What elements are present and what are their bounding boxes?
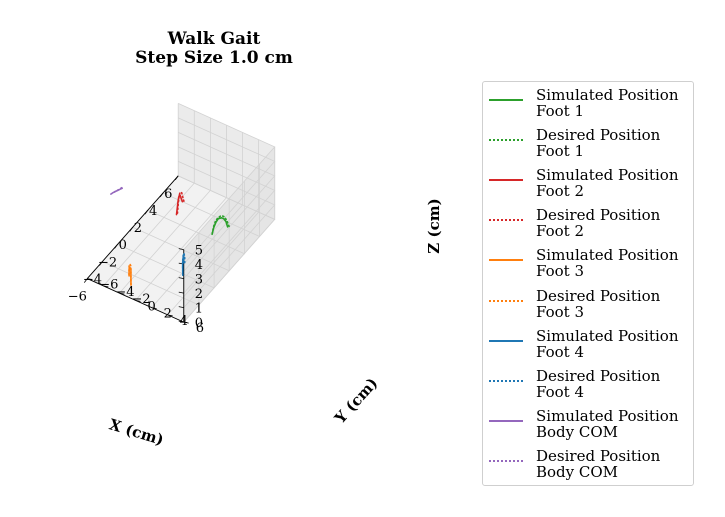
legend-item: Simulated Position Foot 2: [483, 165, 693, 205]
legend-item: Simulated Position Foot 1: [483, 85, 693, 125]
legend-item: Desired Position Foot 3: [483, 286, 693, 326]
y-tick-mark: [151, 307, 157, 310]
y-tick-label: −2: [131, 292, 150, 307]
z-tick-label: 1: [195, 302, 203, 317]
legend-label: Simulated Position Foot 1: [536, 86, 679, 120]
legend-label: Simulated Position Foot 4: [536, 326, 679, 361]
chart-title-line-1: Walk Gait: [167, 29, 261, 49]
z-tick-mark: [178, 277, 184, 280]
y-tick-mark: [135, 299, 141, 302]
legend-line-swatch: [489, 179, 523, 182]
legend-label: Desired Position Foot 4: [536, 366, 661, 401]
legend-line-swatch: [489, 459, 523, 462]
x-tick-label: −2: [98, 255, 117, 270]
z-grid-line: [178, 117, 276, 265]
legend-line-swatch: [489, 259, 523, 262]
chart-title: Walk Gait Step Size 1.0 cm: [135, 29, 293, 68]
z-tick-mark: [178, 320, 184, 323]
legend-item: Desired Position Foot 4: [483, 366, 693, 406]
series-line-8: [181, 252, 186, 278]
series-line-2: [211, 214, 230, 236]
legend-label: Desired Position Foot 1: [536, 126, 661, 161]
legend-line-swatch: [489, 299, 523, 302]
legend-item: Simulated Position Foot 4: [483, 326, 693, 366]
legend-label: Desired Position Body COM: [536, 446, 661, 481]
x-tick-label: 4: [149, 204, 157, 219]
legend-label: Simulated Position Foot 3: [536, 246, 679, 281]
chart-legend: Simulated Position Foot 1 Desired Positio…: [482, 81, 694, 486]
legend-item: Simulated Position Body COM: [483, 406, 693, 446]
legend-item: Desired Position Foot 2: [483, 205, 693, 245]
y-tick-mark: [87, 278, 93, 280]
z-tick-label: 4: [195, 258, 203, 273]
z-grid-line: [178, 175, 276, 323]
x-tick-label: 6: [164, 187, 172, 202]
x-axis-label: X (cm): [107, 415, 166, 449]
z-tick-label: 3: [195, 273, 203, 288]
x-tick-label: −4: [83, 272, 102, 287]
z-grid-line: [178, 132, 276, 279]
legend-line-swatch: [489, 379, 523, 382]
legend-item: Desired Position Foot 1: [483, 125, 693, 165]
legend-label: Desired Position Foot 2: [536, 206, 661, 241]
legend-item: Simulated Position Foot 3: [483, 245, 693, 285]
y-tick-mark: [167, 314, 173, 317]
series-group: [110, 186, 230, 286]
x-tick-label: −6: [68, 290, 87, 305]
z-grid-line: [178, 161, 276, 308]
z-tick-label: 0: [195, 316, 203, 331]
legend-label: Simulated Position Foot 2: [536, 166, 679, 201]
y-tick-label: 2: [164, 307, 172, 322]
legend-line-swatch: [489, 99, 523, 101]
y-tick-mark: [183, 321, 189, 324]
x-tick-label: 0: [119, 238, 127, 253]
x-tick-label: 2: [134, 221, 142, 236]
y-tick-mark: [119, 292, 125, 295]
y-tick-label: −6: [99, 278, 118, 293]
axis-lines: [83, 175, 189, 324]
z-grid-line: [178, 103, 276, 250]
x-tick-mark: [174, 175, 179, 181]
series-line-4: [176, 191, 185, 216]
x-tick-mark: [99, 261, 103, 266]
y-tick-label: −4: [115, 285, 134, 300]
legend-item: Desired Position Body COM: [483, 446, 693, 486]
legend-label: Simulated Position Body COM: [536, 406, 679, 441]
legend-line-swatch: [489, 339, 523, 342]
legend-line-swatch: [489, 219, 523, 222]
z-tick-mark: [178, 291, 184, 294]
y-tick-label: 0: [148, 299, 156, 314]
x-tick-mark: [83, 278, 88, 283]
x-tick-mark: [144, 209, 149, 215]
x-tick-mark: [159, 192, 164, 198]
z-tick-label: 5: [195, 244, 203, 259]
legend-line-swatch: [489, 419, 523, 422]
x-tick-mark: [129, 226, 134, 232]
z-tick-label: 2: [195, 287, 203, 302]
legend-label: Desired Position Foot 3: [536, 286, 661, 321]
chart-title-line-2: Step Size 1.0 cm: [135, 48, 293, 68]
y-axis-label: Y (cm): [330, 374, 381, 428]
z-axis-label: Z (cm): [425, 198, 443, 253]
series-line-6: [128, 263, 132, 286]
legend-line-swatch: [489, 139, 523, 142]
series-line-10: [110, 186, 124, 195]
z-grid-line: [178, 146, 276, 294]
z-tick-mark: [178, 248, 184, 251]
y-tick-label: 6: [196, 321, 204, 336]
y-tick-mark: [103, 285, 109, 288]
y-tick-label: 4: [180, 314, 188, 329]
x-tick-mark: [114, 244, 118, 249]
z-tick-mark: [178, 306, 184, 309]
